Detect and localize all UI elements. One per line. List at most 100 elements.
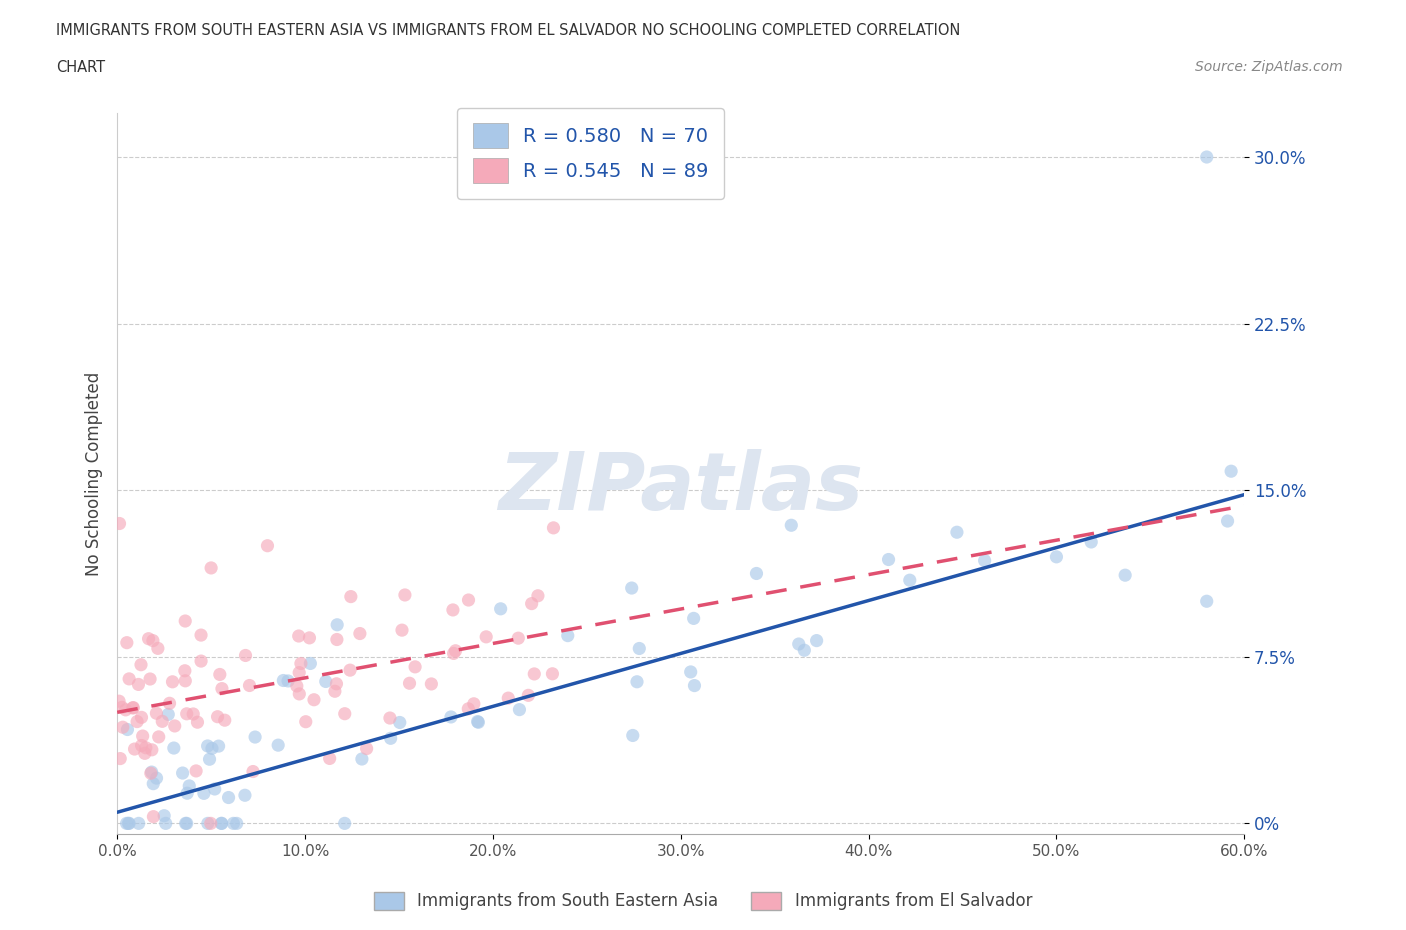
Point	[200, 561, 222, 576]
Point	[441, 603, 464, 618]
Point	[118, 671, 141, 686]
Point	[146, 641, 169, 656]
Point	[124, 741, 146, 756]
Point	[235, 648, 257, 663]
Point	[793, 643, 815, 658]
Point	[1195, 150, 1218, 165]
Point	[339, 663, 361, 678]
Point	[197, 816, 219, 830]
Point	[108, 694, 131, 709]
Point	[508, 702, 530, 717]
Point	[190, 628, 212, 643]
Point	[877, 552, 900, 567]
Legend: Immigrants from South Eastern Asia, Immigrants from El Salvador: Immigrants from South Eastern Asia, Immi…	[367, 885, 1039, 917]
Point	[946, 525, 969, 539]
Point	[780, 518, 803, 533]
Point	[457, 701, 479, 716]
Point	[186, 715, 208, 730]
Point	[349, 626, 371, 641]
Point	[142, 633, 165, 648]
Point	[145, 771, 167, 786]
Point	[288, 665, 311, 680]
Point	[682, 611, 704, 626]
Point	[131, 728, 153, 743]
Point	[111, 720, 134, 735]
Text: CHART: CHART	[56, 60, 105, 75]
Point	[238, 678, 260, 693]
Point	[628, 641, 651, 656]
Point	[117, 816, 139, 830]
Point	[315, 674, 337, 689]
Point	[176, 707, 198, 722]
Point	[277, 673, 299, 688]
Point	[141, 764, 163, 779]
Point	[787, 636, 810, 651]
Point	[197, 738, 219, 753]
Point	[1045, 550, 1067, 565]
Point	[541, 666, 564, 681]
Point	[620, 580, 643, 595]
Point	[200, 816, 222, 830]
Point	[388, 715, 411, 730]
Point	[131, 710, 153, 724]
Y-axis label: No Schooling Completed: No Schooling Completed	[86, 371, 103, 576]
Text: ZIPatlas: ZIPatlas	[498, 449, 863, 527]
Point	[333, 816, 356, 830]
Point	[467, 715, 489, 730]
Point	[207, 738, 229, 753]
Point	[155, 816, 177, 830]
Point	[398, 676, 420, 691]
Legend: R = 0.580   N = 70, R = 0.545   N = 89: R = 0.580 N = 70, R = 0.545 N = 89	[457, 108, 724, 199]
Point	[243, 730, 266, 745]
Point	[302, 692, 325, 707]
Point	[218, 790, 240, 805]
Point	[557, 628, 579, 643]
Point	[1220, 464, 1243, 479]
Text: IMMIGRANTS FROM SOUTH EASTERN ASIA VS IMMIGRANTS FROM EL SALVADOR NO SCHOOLING C: IMMIGRANTS FROM SOUTH EASTERN ASIA VS IM…	[56, 23, 960, 38]
Point	[176, 786, 198, 801]
Point	[201, 741, 224, 756]
Point	[121, 700, 143, 715]
Point	[115, 635, 138, 650]
Point	[233, 788, 256, 803]
Point	[127, 677, 149, 692]
Point	[679, 665, 702, 680]
Point	[208, 667, 231, 682]
Point	[214, 712, 236, 727]
Point	[294, 714, 316, 729]
Point	[173, 663, 195, 678]
Point	[184, 764, 207, 778]
Point	[163, 719, 186, 734]
Point	[444, 644, 467, 658]
Point	[326, 632, 349, 647]
Point	[463, 697, 485, 711]
Point	[225, 816, 247, 830]
Point	[806, 633, 828, 648]
Point	[122, 700, 145, 715]
Point	[420, 676, 443, 691]
Point	[288, 686, 311, 701]
Point	[898, 573, 921, 588]
Point	[517, 688, 540, 703]
Point	[176, 816, 198, 830]
Point	[207, 710, 229, 724]
Point	[378, 711, 401, 725]
Point	[135, 740, 157, 755]
Point	[404, 659, 426, 674]
Point	[115, 816, 138, 830]
Point	[326, 618, 349, 632]
Point	[340, 590, 363, 604]
Point	[174, 614, 197, 629]
Point	[380, 731, 402, 746]
Point	[621, 728, 644, 743]
Point	[204, 781, 226, 796]
Point	[145, 706, 167, 721]
Point	[457, 592, 479, 607]
Point	[287, 629, 309, 644]
Point	[193, 786, 215, 801]
Point	[117, 722, 139, 737]
Point	[190, 654, 212, 669]
Point	[323, 684, 346, 698]
Point	[159, 696, 181, 711]
Point	[520, 596, 543, 611]
